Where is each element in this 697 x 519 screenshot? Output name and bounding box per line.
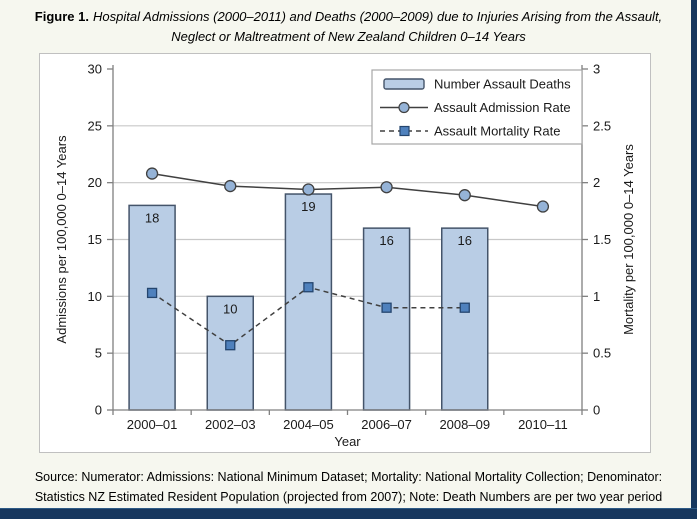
mortality-rate-series xyxy=(146,282,470,351)
right-tick-label: 2 xyxy=(593,175,600,190)
bar-2006–07 xyxy=(362,227,411,411)
admission-marker xyxy=(145,167,159,180)
x-axis-title: Year xyxy=(334,434,361,449)
combo-chart: 18 10 19 16 16 0 5 10 15 20 25 30 0 0.5 1 1.5 2 2.5 3 2000–… xyxy=(54,62,636,450)
left-tick-label: 0 xyxy=(95,403,102,418)
figure-label: Figure 1. xyxy=(34,9,89,24)
x-tick-label: 2008–09 xyxy=(439,417,490,432)
bar-2000–01 xyxy=(128,204,176,411)
chart-box: 18 10 19 16 16 0 5 10 15 20 25 30 0 0.5 1 1.5 2 2.5 3 2000–… xyxy=(39,53,651,453)
source-note: Source: Numerator: Admissions: National … xyxy=(34,470,663,504)
left-tick-label: 5 xyxy=(95,346,102,361)
bar-2004–05 xyxy=(284,193,333,411)
admission-marker xyxy=(302,183,315,196)
mortality-marker xyxy=(459,302,470,313)
left-y-axis-title: Admissions per 100,000 0–14 Years xyxy=(54,135,69,344)
mortality-marker xyxy=(303,282,314,293)
legend-label: Assault Admission Rate xyxy=(434,100,571,115)
admission-marker xyxy=(224,179,237,193)
legend-label: Assault Mortality Rate xyxy=(434,124,560,139)
bars-series: 18 10 19 16 16 xyxy=(128,193,489,411)
left-tick-label: 30 xyxy=(88,62,102,77)
bar-value-label: 18 xyxy=(145,210,159,225)
x-tick-label: 2000–01 xyxy=(127,417,178,432)
figure-title-text: Hospital Admissions (2000–2011) and Deat… xyxy=(92,9,663,44)
x-tick-label: 2010–11 xyxy=(518,417,568,432)
x-tick-label: 2004–05 xyxy=(283,417,334,432)
left-tick-label: 10 xyxy=(88,289,102,304)
left-tick-label: 15 xyxy=(88,232,102,247)
bar-value-label: 19 xyxy=(301,199,315,214)
bar-2008–09 xyxy=(441,227,489,411)
figure-bottom-border xyxy=(0,508,697,519)
left-tick-label: 20 xyxy=(88,175,102,190)
mortality-marker xyxy=(146,287,158,299)
right-tick-label: 0 xyxy=(593,403,600,418)
right-tick-label: 2.5 xyxy=(593,118,611,133)
mortality-marker xyxy=(381,302,392,313)
figure-title: Figure 1. Hospital Admissions (2000–2011)… xyxy=(0,0,697,47)
legend-label: Number Assault Deaths xyxy=(434,77,571,92)
legend-bar-swatch xyxy=(383,78,425,90)
admission-line xyxy=(151,172,544,208)
bar-value-label: 10 xyxy=(223,301,237,316)
right-tick-label: 1 xyxy=(593,289,600,304)
admission-rate-series xyxy=(145,167,550,213)
gridlines xyxy=(113,125,582,354)
admission-marker xyxy=(458,189,471,202)
mortality-marker xyxy=(225,340,236,351)
left-tick-label: 25 xyxy=(88,118,102,133)
right-tick-label: 1.5 xyxy=(593,232,611,247)
bar-2002–03 xyxy=(206,295,254,411)
right-tick-label: 0.5 xyxy=(593,346,611,361)
admission-marker xyxy=(380,181,393,194)
bar-value-label: 16 xyxy=(458,233,472,248)
right-tick-label: 3 xyxy=(593,62,600,77)
figure-right-border xyxy=(691,0,697,519)
axis-tick-labels: 0 5 10 15 20 25 30 0 0.5 1 1.5 2 2.5 3 2000–01 2002–03 2… xyxy=(88,62,612,433)
admission-marker xyxy=(536,200,550,213)
right-y-axis-title: Mortality per 100,000 0–14 Years xyxy=(621,144,636,335)
x-tick-label: 2002–03 xyxy=(205,417,256,432)
bar-value-label: 16 xyxy=(379,233,393,248)
chart-legend: Number Assault Deaths Assault Admission R… xyxy=(371,69,583,145)
x-tick-label: 2006–07 xyxy=(361,417,412,432)
